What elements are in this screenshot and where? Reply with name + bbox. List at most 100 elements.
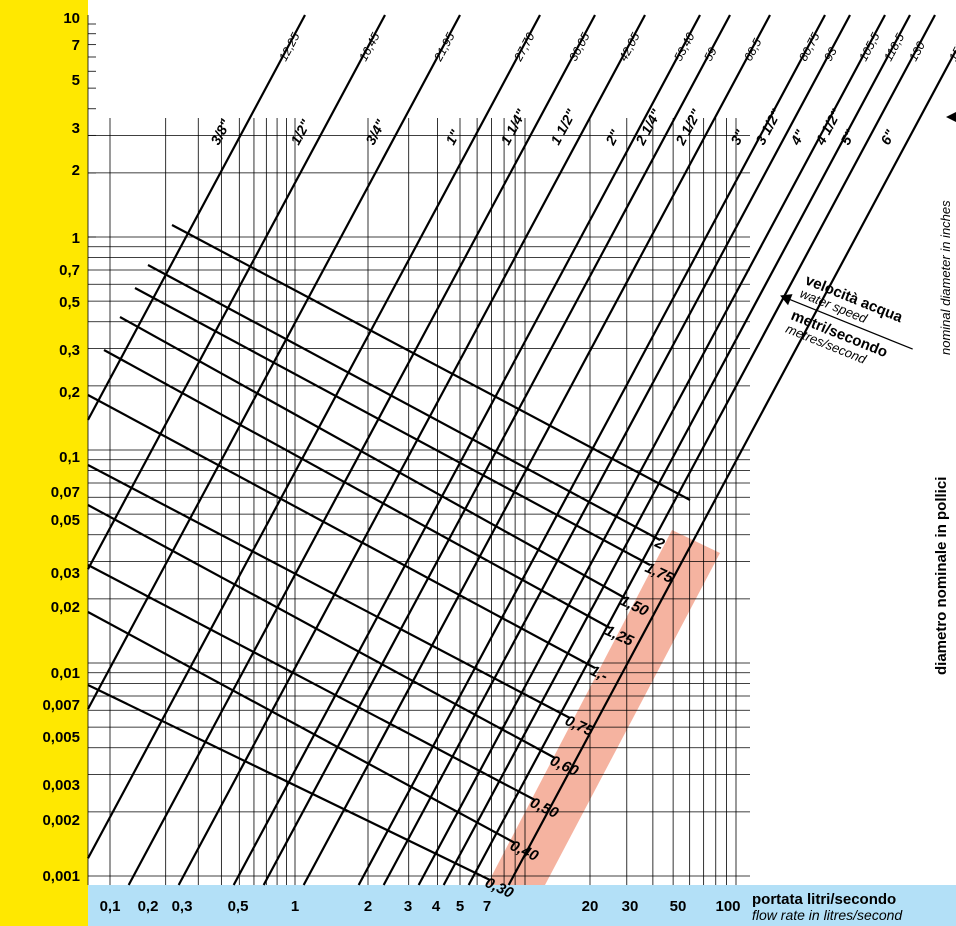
velocity-line bbox=[147, 264, 661, 541]
velocity-line bbox=[87, 464, 571, 719]
x-tick-label: 50 bbox=[670, 898, 687, 915]
y-tick-label: 0,002 bbox=[42, 812, 80, 829]
velocity-line bbox=[134, 287, 651, 566]
pipe-mm-label: 155,5 bbox=[946, 30, 956, 63]
right-subtitle: nominal diameter in inches bbox=[938, 200, 953, 355]
x-tick-label: 100 bbox=[715, 898, 740, 915]
y-tick-label: 5 bbox=[72, 72, 80, 89]
pipe-inch-label: 4" bbox=[787, 127, 809, 148]
y-tick-label: 0,007 bbox=[42, 697, 80, 714]
x-tick-label: 0,3 bbox=[172, 898, 193, 915]
y-tick-label: 0,1 bbox=[59, 449, 80, 466]
pipe-inch-label: 3 1/2" bbox=[752, 106, 784, 147]
x-tick-label: 7 bbox=[483, 898, 491, 915]
pipe-line bbox=[177, 14, 646, 886]
y-tick-label: 0,7 bbox=[59, 262, 80, 279]
y-axis-band bbox=[0, 0, 88, 926]
x-tick-label: 3 bbox=[404, 898, 412, 915]
pipe-line bbox=[357, 14, 826, 886]
pipe-mm-label: 59 bbox=[701, 45, 720, 64]
pipe-inch-label: 3/4" bbox=[362, 117, 389, 148]
x-tick-label: 30 bbox=[622, 898, 639, 915]
pipe-line bbox=[507, 49, 956, 886]
y-tick-label: 10 bbox=[63, 10, 80, 27]
pipe-line bbox=[262, 14, 731, 886]
pipe-line bbox=[87, 14, 386, 570]
y-tick-label: 0,005 bbox=[42, 729, 80, 746]
pipe-inch-label: 1" bbox=[442, 127, 463, 148]
pipe-line bbox=[87, 14, 541, 859]
velocity-line bbox=[87, 504, 556, 759]
y-tick-label: 0,001 bbox=[42, 868, 80, 885]
pipe-mm-label: 12,25 bbox=[276, 30, 303, 63]
x-tick-label: 2 bbox=[364, 898, 372, 915]
y-tick-label: 0,03 bbox=[51, 565, 80, 582]
pipe-inch-label: 1 1/4" bbox=[497, 106, 529, 147]
x-axis-band bbox=[88, 885, 956, 926]
pipe-mm-label: 21,95 bbox=[431, 30, 458, 64]
pipe-line bbox=[467, 14, 936, 886]
x-axis-title: portata litri/secondo bbox=[752, 891, 896, 908]
velocity-line bbox=[87, 394, 596, 669]
pipe-mm-label: 130 bbox=[906, 39, 928, 64]
lines bbox=[87, 14, 956, 886]
pipe-mm-label: 118,5 bbox=[881, 31, 907, 64]
y-tick-label: 3 bbox=[72, 120, 80, 137]
grid bbox=[87, 15, 750, 885]
pipe-mm-label: 68,5 bbox=[741, 36, 764, 63]
x-tick-label: 1 bbox=[291, 898, 299, 915]
pipe-line bbox=[87, 14, 306, 421]
pipe-inch-label: 1/2" bbox=[287, 117, 314, 148]
velocity-line bbox=[171, 224, 691, 501]
y-tick-label: 7 bbox=[72, 37, 80, 54]
pipe-line bbox=[302, 14, 771, 886]
x-tick-label: 5 bbox=[456, 898, 464, 915]
right-title: diametro nominale in pollici bbox=[933, 477, 950, 675]
pipe-mm-label: 93 bbox=[821, 45, 840, 64]
pipe-inch-label: 2 1/4" bbox=[632, 106, 665, 148]
x-axis-subtitle: flow rate in litres/second bbox=[752, 907, 903, 923]
x-tick-label: 0,2 bbox=[138, 898, 159, 915]
pipe-line bbox=[382, 14, 851, 886]
y-tick-label: 0,3 bbox=[59, 342, 80, 359]
pipe-inch-label: 3" bbox=[727, 127, 748, 148]
y-tick-label: 0,05 bbox=[51, 512, 80, 529]
x-tick-label: 20 bbox=[582, 898, 599, 915]
pipe-mm-label: 27,70 bbox=[511, 30, 538, 64]
pipe-mm-label: 42,05 bbox=[616, 30, 643, 63]
velocity-label: 1,- bbox=[587, 662, 610, 685]
pipe-inch-label: 2" bbox=[602, 127, 624, 148]
legend-line bbox=[782, 296, 913, 350]
pipe-mm-label: 36,05 bbox=[566, 30, 593, 63]
arrow bbox=[780, 294, 793, 306]
y-tick-label: 0,5 bbox=[59, 294, 80, 311]
pipe-line bbox=[232, 14, 701, 886]
y-tick-label: 2 bbox=[72, 162, 80, 179]
y-tick-label: 0,02 bbox=[51, 599, 80, 616]
pipe-inch-label: 3/8" bbox=[207, 117, 234, 148]
velocity-line bbox=[87, 684, 491, 881]
velocity-line bbox=[87, 611, 516, 844]
pipe-mm-label: 105,5 bbox=[856, 30, 883, 63]
pipe-line bbox=[417, 14, 886, 886]
y-tick-label: 1 bbox=[72, 230, 80, 247]
velocity-line bbox=[87, 564, 536, 801]
pipe-inch-label: 5" bbox=[837, 127, 858, 148]
y-tick-label: 0,07 bbox=[51, 484, 80, 501]
pipe-mm-label: 53,40 bbox=[671, 30, 698, 63]
y-tick-label: 0,003 bbox=[42, 777, 80, 794]
y-tick-label: 0,01 bbox=[51, 665, 80, 682]
velocity-line bbox=[119, 316, 626, 599]
arrow bbox=[946, 112, 956, 122]
velocity-line bbox=[103, 349, 611, 629]
y-tick-label: 0,2 bbox=[59, 384, 80, 401]
pipe-inch-label: 6" bbox=[877, 127, 898, 148]
pipe-line bbox=[127, 14, 596, 886]
pipe-mm-label: 16,45 bbox=[356, 30, 383, 63]
pipe-mm-label: 80,75 bbox=[796, 30, 823, 63]
pipe-inch-label: 1 1/2" bbox=[547, 106, 579, 147]
x-tick-label: 0,5 bbox=[228, 898, 249, 915]
x-tick-label: 4 bbox=[432, 898, 441, 915]
x-tick-label: 0,1 bbox=[100, 898, 121, 915]
